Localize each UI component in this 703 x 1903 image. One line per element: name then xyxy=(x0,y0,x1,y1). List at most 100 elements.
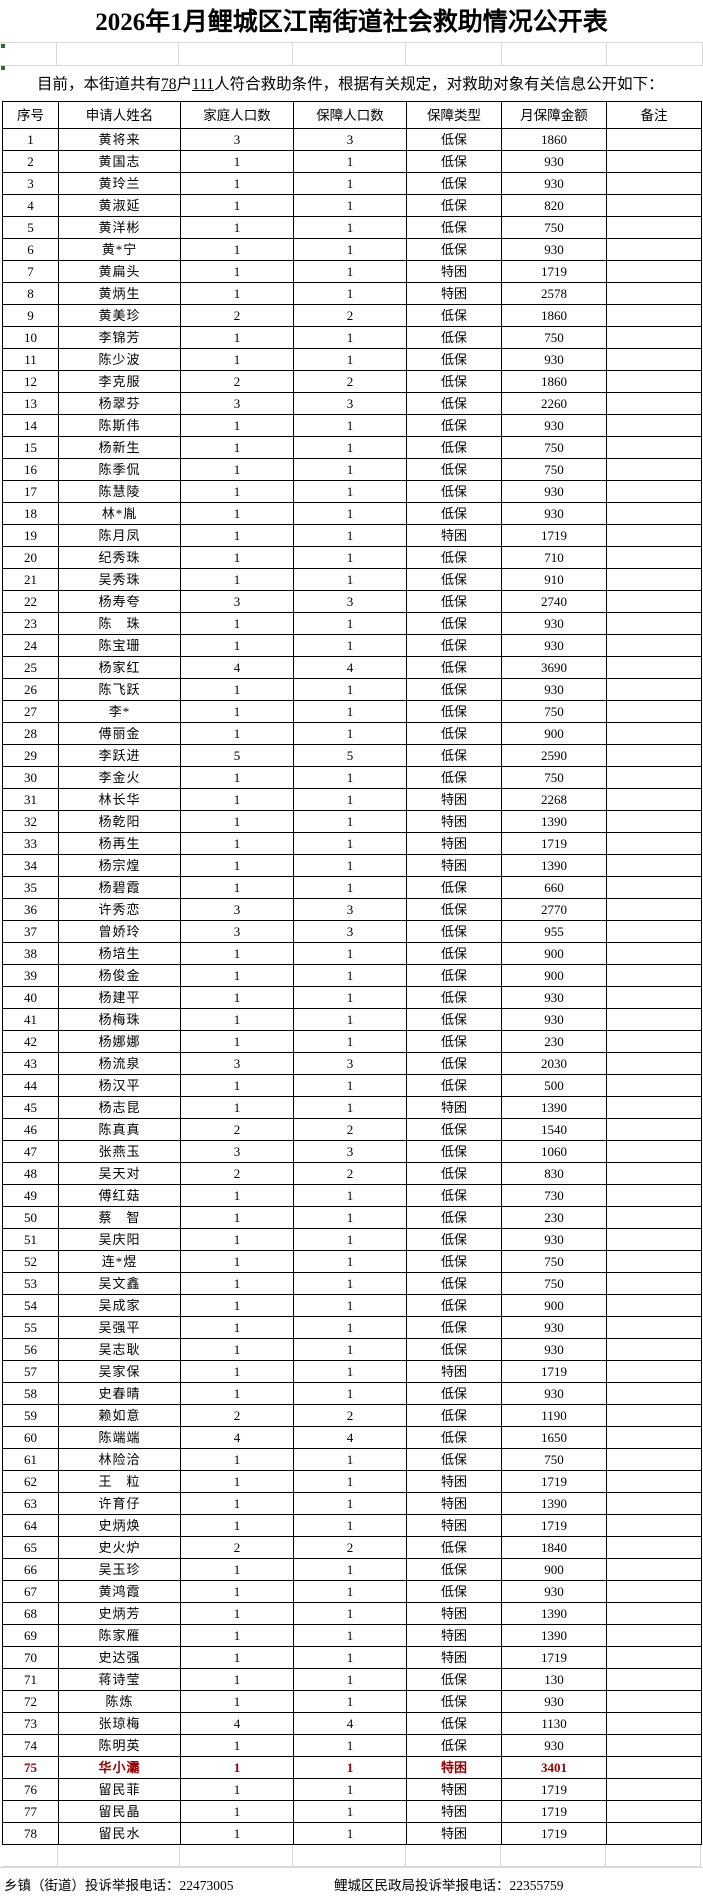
cell-name: 黄美珍 xyxy=(58,304,181,327)
cell-name: 陈炼 xyxy=(58,1690,181,1713)
table-row: 17 陈慧陵 1 1 低保 930 xyxy=(2,480,702,503)
cell-family: 1 xyxy=(180,700,294,723)
cell-note xyxy=(606,1822,702,1845)
table-row: 74 陈明英 1 1 低保 930 xyxy=(2,1734,702,1757)
cell-amount: 730 xyxy=(501,1184,607,1207)
cell-family: 1 xyxy=(180,832,294,855)
cell-type: 低保 xyxy=(406,1668,502,1691)
cell-name: 杨碧霞 xyxy=(58,876,181,899)
cell-amount: 1650 xyxy=(501,1426,607,1449)
cell-type: 特困 xyxy=(406,1492,502,1515)
table-row: 58 史春晴 1 1 低保 930 xyxy=(2,1382,702,1405)
cell-name: 吴秀珠 xyxy=(58,568,181,591)
table-row: 52 连*煜 1 1 低保 750 xyxy=(2,1250,702,1273)
cell-type: 低保 xyxy=(406,1734,502,1757)
cell-note xyxy=(606,216,702,239)
cell-note xyxy=(606,942,702,965)
cell-family: 1 xyxy=(180,1206,294,1229)
social-assistance-table: 序号 申请人姓名 家庭人口数 保障人口数 保障类型 月保障金额 备注 1 黄将来 3… xyxy=(2,101,702,1845)
cell-type: 低保 xyxy=(406,1228,502,1251)
cell-amount: 930 xyxy=(501,634,607,657)
cell-family: 1 xyxy=(180,766,294,789)
cell-type: 低保 xyxy=(406,1140,502,1163)
cell-index: 45 xyxy=(2,1096,59,1119)
cell-family: 1 xyxy=(180,722,294,745)
blank-cell xyxy=(607,43,703,65)
cell-amount: 3401 xyxy=(501,1756,607,1779)
cell-amount: 1390 xyxy=(501,854,607,877)
cell-name: 杨寿夸 xyxy=(58,590,181,613)
cell-note xyxy=(606,876,702,899)
table-row: 72 陈炼 1 1 低保 930 xyxy=(2,1690,702,1713)
table-row: 57 吴家保 1 1 特困 1719 xyxy=(2,1360,702,1383)
cell-name: 连*煜 xyxy=(58,1250,181,1273)
cell-index: 16 xyxy=(2,458,59,481)
table-row: 78 留民水 1 1 特困 1719 xyxy=(2,1822,702,1845)
cell-index: 39 xyxy=(2,964,59,987)
cell-insured: 4 xyxy=(293,656,407,679)
blank-cell xyxy=(293,1845,406,1866)
cell-family: 1 xyxy=(180,1382,294,1405)
cell-note xyxy=(606,1338,702,1361)
cell-note xyxy=(606,1602,702,1625)
table-row: 51 吴庆阳 1 1 低保 930 xyxy=(2,1228,702,1251)
cell-family: 2 xyxy=(180,1118,294,1141)
cell-name: 史炳芳 xyxy=(58,1602,181,1625)
cell-amount: 930 xyxy=(501,1316,607,1339)
cell-index: 17 xyxy=(2,480,59,503)
table-row: 6 黄*宁 1 1 低保 930 xyxy=(2,238,702,261)
cell-amount: 900 xyxy=(501,1558,607,1581)
column-header-amount: 月保障金额 xyxy=(501,101,607,129)
column-header-insured: 保障人口数 xyxy=(293,101,407,129)
cell-amount: 930 xyxy=(501,1734,607,1757)
cell-index: 9 xyxy=(2,304,59,327)
cell-amount: 1840 xyxy=(501,1536,607,1559)
cell-insured: 1 xyxy=(293,1030,407,1053)
cell-insured: 1 xyxy=(293,832,407,855)
cell-marker-icon xyxy=(1,66,5,70)
cell-note xyxy=(606,1030,702,1053)
cell-insured: 1 xyxy=(293,942,407,965)
blank-cell xyxy=(406,43,502,65)
cell-name: 史火炉 xyxy=(58,1536,181,1559)
cell-family: 1 xyxy=(180,1294,294,1317)
cell-name: 许育仔 xyxy=(58,1492,181,1515)
cell-family: 5 xyxy=(180,744,294,767)
table-row: 66 吴玉珍 1 1 低保 900 xyxy=(2,1558,702,1581)
cell-type: 低保 xyxy=(406,612,502,635)
cell-insured: 1 xyxy=(293,854,407,877)
cell-insured: 1 xyxy=(293,1580,407,1603)
cell-family: 2 xyxy=(180,370,294,393)
cell-index: 1 xyxy=(2,128,59,151)
table-row: 62 王 粒 1 1 特困 1719 xyxy=(2,1470,702,1493)
cell-insured: 1 xyxy=(293,172,407,195)
cell-index: 58 xyxy=(2,1382,59,1405)
cell-insured: 1 xyxy=(293,414,407,437)
cell-index: 60 xyxy=(2,1426,59,1449)
cell-type: 特困 xyxy=(406,1756,502,1779)
table-row: 59 赖如意 2 2 低保 1190 xyxy=(2,1404,702,1427)
cell-index: 50 xyxy=(2,1206,59,1229)
cell-insured: 1 xyxy=(293,1558,407,1581)
table-row: 36 许秀恋 3 3 低保 2770 xyxy=(2,898,702,921)
cell-family: 1 xyxy=(180,1228,294,1251)
table-row: 65 史火炉 2 2 低保 1840 xyxy=(2,1536,702,1559)
cell-note xyxy=(606,1470,702,1493)
cell-name: 史炳焕 xyxy=(58,1514,181,1537)
cell-note xyxy=(606,238,702,261)
cell-note xyxy=(606,194,702,217)
cell-family: 1 xyxy=(180,1008,294,1031)
cell-amount: 930 xyxy=(501,1690,607,1713)
table-row: 68 史炳芳 1 1 特困 1390 xyxy=(2,1602,702,1625)
cell-type: 特困 xyxy=(406,260,502,283)
cell-insured: 3 xyxy=(293,128,407,151)
cell-note xyxy=(606,810,702,833)
cell-amount: 1190 xyxy=(501,1404,607,1427)
blank-cell xyxy=(293,43,407,65)
cell-insured: 1 xyxy=(293,546,407,569)
column-header-name: 申请人姓名 xyxy=(58,101,181,129)
cell-note xyxy=(606,1250,702,1273)
cell-amount: 1390 xyxy=(501,1096,607,1119)
cell-index: 18 xyxy=(2,502,59,525)
cell-family: 1 xyxy=(180,348,294,371)
